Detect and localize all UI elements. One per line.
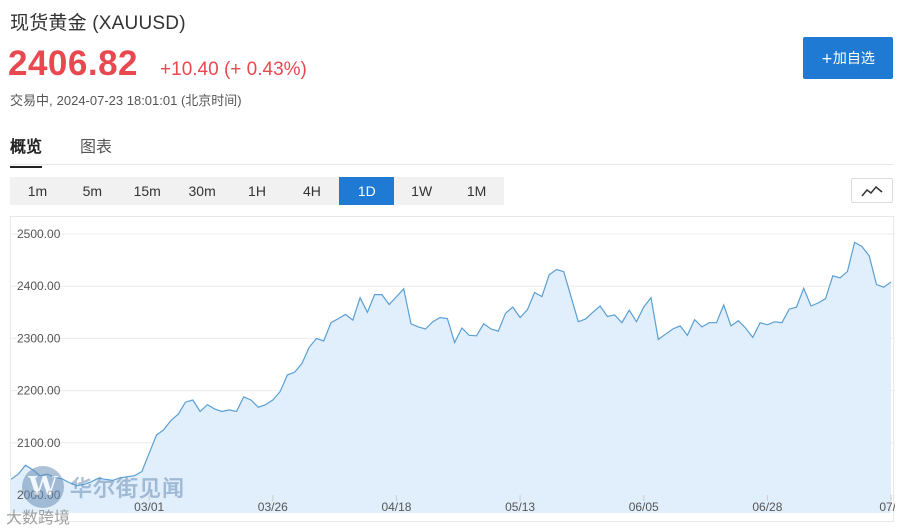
price-chart-svg: 2000.002100.002200.002300.002400.002500.… <box>11 227 895 514</box>
y-tick-label: 2500.00 <box>17 227 61 241</box>
y-tick-label: 2300.00 <box>17 331 61 345</box>
watermark-text: 华尔街见闻 <box>70 476 186 502</box>
price-change: +10.40 (+ 0.43%) <box>160 59 307 80</box>
watermark: W 华尔街见闻 <box>22 466 185 508</box>
x-tick-label: 06/05 <box>629 500 659 514</box>
x-tick-label: 04/18 <box>381 500 411 514</box>
period-4h[interactable]: 4H <box>302 183 321 199</box>
tab-bar: 概览 图表 <box>10 125 894 168</box>
corner-watermark: 大数跨境 <box>6 508 71 527</box>
market-status: 交易中, 2024-07-23 18:01:01 (北京时间) <box>10 90 242 109</box>
x-tick-label: 03/26 <box>258 500 288 514</box>
page-title: 现货黄金 (XAUUSD) <box>10 13 186 34</box>
period-15m[interactable]: 15m <box>133 183 161 199</box>
period-1d[interactable]: 1D <box>339 177 395 205</box>
chart-type-button[interactable] <box>851 178 893 203</box>
add-to-watchlist-button[interactable]: +加自选 <box>803 37 893 79</box>
period-30m[interactable]: 30m <box>188 183 216 199</box>
price-area <box>11 242 891 513</box>
period-selector: 1m 5m 15m 30m 1H 4H 1D 1W 1M <box>10 177 504 205</box>
price-chart[interactable]: 2000.002100.002200.002300.002400.002500.… <box>10 216 895 522</box>
period-1mo[interactable]: 1M <box>466 183 487 199</box>
y-tick-label: 2100.00 <box>17 436 61 450</box>
tab-chart[interactable]: 图表 <box>80 139 113 156</box>
trading-status: 交易中, <box>10 93 53 108</box>
watermark-logo-icon: W <box>22 466 64 508</box>
last-price: 2406.82 <box>8 44 139 83</box>
price-line <box>11 241 892 487</box>
y-tick-label: 2200.00 <box>17 384 61 398</box>
quote-datetime: 2024-07-23 18:01:01 (北京时间) <box>56 93 242 108</box>
period-1m[interactable]: 1m <box>27 183 48 199</box>
x-tick-label: 03/01 <box>134 500 164 514</box>
x-tick-label: 05/13 <box>505 500 535 514</box>
x-tick-label: 06/28 <box>752 500 782 514</box>
period-1w[interactable]: 1W <box>411 183 433 199</box>
period-5m[interactable]: 5m <box>82 183 103 199</box>
tab-overview[interactable]: 概览 <box>10 133 43 168</box>
y-tick-label: 2400.00 <box>17 279 61 293</box>
x-tick-label: 07/2 <box>879 500 895 514</box>
period-1h[interactable]: 1H <box>248 183 266 199</box>
line-chart-icon <box>861 185 883 196</box>
price-row: 2406.82 +10.40 (+ 0.43%) <box>8 44 307 84</box>
